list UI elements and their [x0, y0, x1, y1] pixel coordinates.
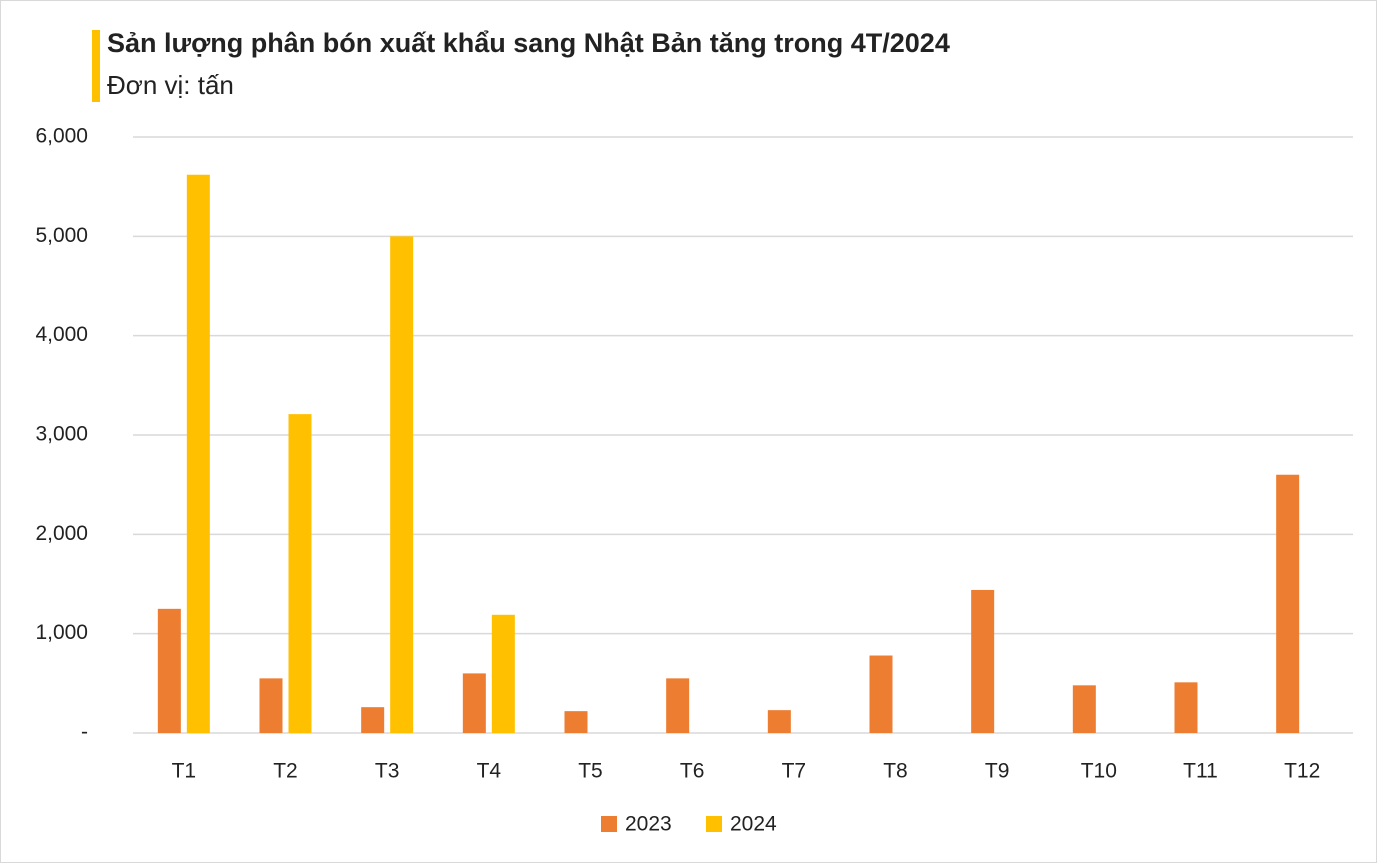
bar — [157, 608, 181, 733]
legend-label: 2023 — [625, 813, 672, 836]
bar — [666, 678, 690, 733]
chart-title: Sản lượng phân bón xuất khẩu sang Nhật B… — [107, 28, 950, 58]
bar — [1276, 474, 1300, 733]
y-tick-label: 5,000 — [35, 224, 88, 247]
bar — [1174, 682, 1198, 733]
bar — [564, 711, 588, 733]
bar — [390, 236, 414, 734]
y-tick-label: 2,000 — [35, 522, 88, 545]
bar — [186, 174, 210, 733]
chart-subtitle: Đơn vị: tấn — [107, 70, 234, 100]
legend-swatch — [601, 816, 617, 832]
bar — [767, 710, 791, 733]
x-tick-label: T11 — [1183, 760, 1218, 783]
x-tick-label: T2 — [273, 760, 298, 783]
x-tick-label: T3 — [375, 760, 400, 783]
bar — [1072, 685, 1096, 733]
bar — [971, 589, 995, 733]
x-tick-label: T8 — [883, 760, 908, 783]
y-tick-label: 3,000 — [35, 423, 88, 446]
y-tick-label: 4,000 — [35, 323, 88, 346]
bar — [361, 707, 385, 733]
bar — [869, 655, 893, 733]
x-tick-label: T12 — [1284, 760, 1320, 783]
bar — [491, 614, 515, 733]
legend-swatch — [706, 816, 722, 832]
x-tick-label: T10 — [1081, 760, 1117, 783]
y-tick-label: 6,000 — [35, 125, 88, 148]
x-tick-label: T5 — [578, 760, 603, 783]
bar — [288, 414, 312, 733]
bar — [462, 673, 486, 733]
legend-label: 2024 — [730, 813, 777, 836]
bar — [259, 678, 283, 733]
title-accent — [92, 30, 100, 102]
y-tick-label: 1,000 — [35, 621, 88, 644]
x-tick-label: T1 — [172, 760, 197, 783]
x-tick-label: T6 — [680, 760, 705, 783]
x-tick-label: T9 — [985, 760, 1010, 783]
y-tick-label: - — [81, 721, 88, 744]
x-tick-label: T4 — [477, 760, 502, 783]
x-tick-label: T7 — [782, 760, 807, 783]
